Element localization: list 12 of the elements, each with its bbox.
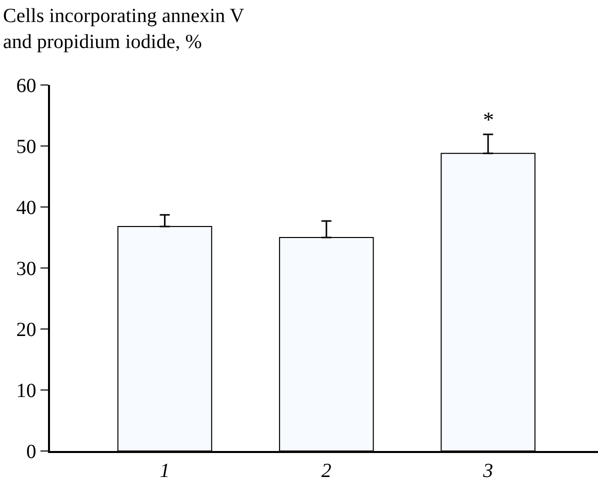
- chart-title: Cells incorporating annexin V and propidium iodide, %: [3, 5, 245, 53]
- y-tick-label: 20: [16, 319, 36, 341]
- y-tick-label: 40: [16, 197, 36, 219]
- annotation: *: [483, 107, 494, 132]
- y-tick-label: 30: [16, 258, 36, 280]
- x-tick-label: 3: [482, 460, 494, 482]
- y-tick-label: 50: [16, 136, 36, 158]
- x-tick-label: 1: [160, 460, 170, 482]
- y-tick-label: 10: [16, 380, 36, 402]
- x-tick-label: 2: [321, 460, 332, 482]
- y-tick-label: 0: [26, 441, 36, 463]
- y-tick-label: 60: [16, 75, 36, 97]
